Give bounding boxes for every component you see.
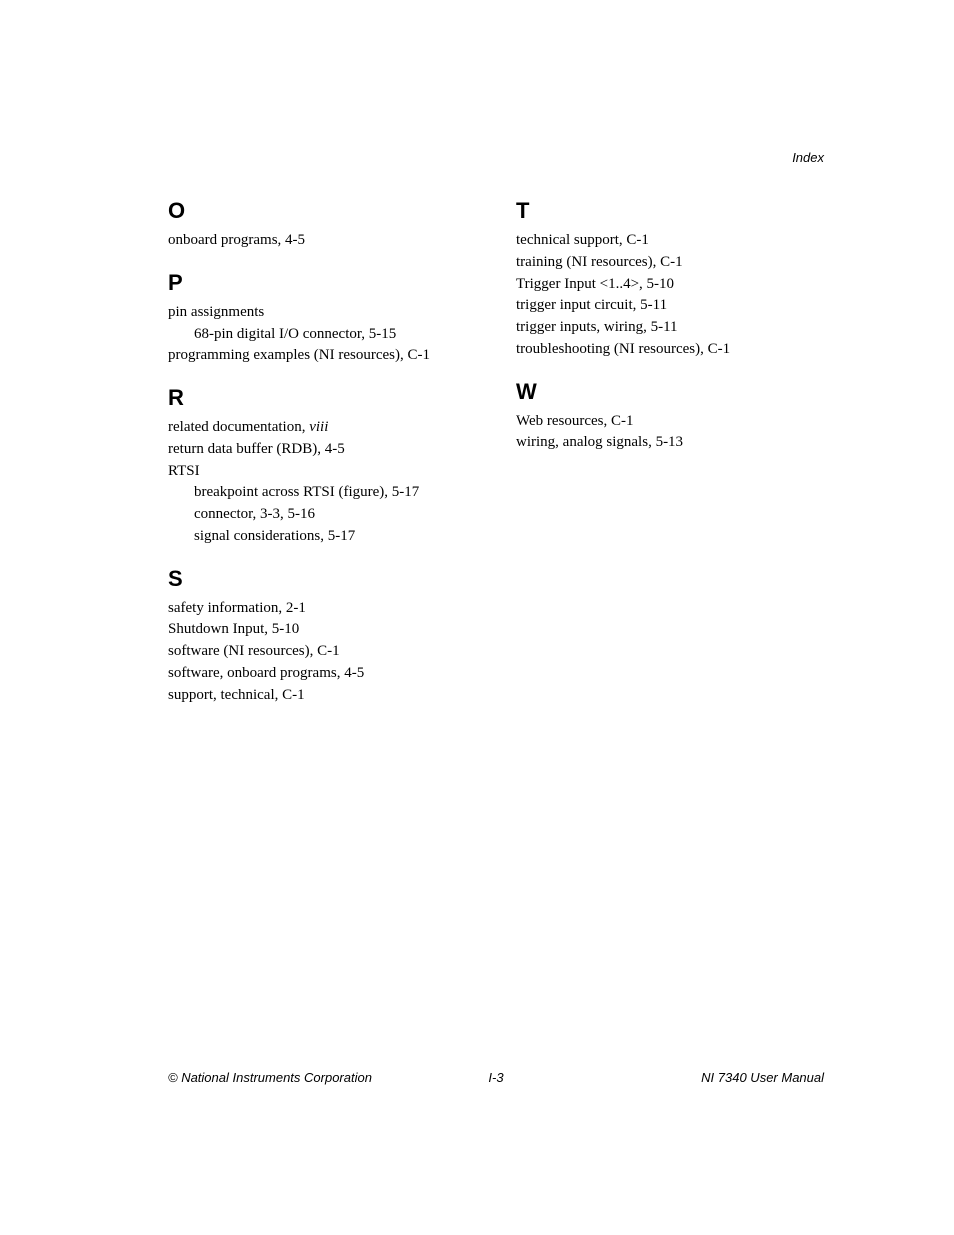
index-entry: programming examples (NI resources), C-1 <box>168 345 476 367</box>
section-letter-p: P <box>168 270 476 296</box>
running-header-index: Index <box>792 150 824 165</box>
index-entry: onboard programs, 4-5 <box>168 230 476 252</box>
index-entry: software, onboard programs, 4-5 <box>168 663 476 685</box>
footer-page-number: I-3 <box>488 1070 503 1085</box>
index-entry-text: related documentation, <box>168 419 309 435</box>
index-entry: Shutdown Input, 5-10 <box>168 619 476 641</box>
index-entry-locator-italic: viii <box>309 419 328 435</box>
index-entry: training (NI resources), C-1 <box>516 252 824 274</box>
footer-copyright: © National Instruments Corporation <box>168 1070 372 1085</box>
index-entry: technical support, C-1 <box>516 230 824 252</box>
index-entry: pin assignments <box>168 302 476 324</box>
index-entry: safety information, 2-1 <box>168 598 476 620</box>
section-letter-w: W <box>516 379 824 405</box>
page: Index O onboard programs, 4-5 P pin assi… <box>0 0 954 1235</box>
right-column: T technical support, C-1 training (NI re… <box>516 198 824 706</box>
section-letter-o: O <box>168 198 476 224</box>
index-subentry: breakpoint across RTSI (figure), 5-17 <box>168 482 476 504</box>
index-subentry: signal considerations, 5-17 <box>168 526 476 548</box>
index-entry: related documentation, viii <box>168 417 476 439</box>
index-entry: Trigger Input <1..4>, 5-10 <box>516 274 824 296</box>
index-entry: trigger input circuit, 5-11 <box>516 295 824 317</box>
index-entry: troubleshooting (NI resources), C-1 <box>516 339 824 361</box>
index-entry: wiring, analog signals, 5-13 <box>516 432 824 454</box>
section-letter-s: S <box>168 566 476 592</box>
section-letter-t: T <box>516 198 824 224</box>
index-entry: support, technical, C-1 <box>168 685 476 707</box>
footer-manual-title: NI 7340 User Manual <box>701 1070 824 1085</box>
left-column: O onboard programs, 4-5 P pin assignment… <box>168 198 476 706</box>
index-entry: Web resources, C-1 <box>516 411 824 433</box>
page-footer: © National Instruments Corporation I-3 N… <box>168 1070 824 1085</box>
index-entry: RTSI <box>168 461 476 483</box>
index-subentry: 68-pin digital I/O connector, 5-15 <box>168 324 476 346</box>
index-entry: trigger inputs, wiring, 5-11 <box>516 317 824 339</box>
index-columns: O onboard programs, 4-5 P pin assignment… <box>168 198 824 706</box>
index-entry: return data buffer (RDB), 4-5 <box>168 439 476 461</box>
section-letter-r: R <box>168 385 476 411</box>
index-entry: software (NI resources), C-1 <box>168 641 476 663</box>
index-subentry: connector, 3-3, 5-16 <box>168 504 476 526</box>
